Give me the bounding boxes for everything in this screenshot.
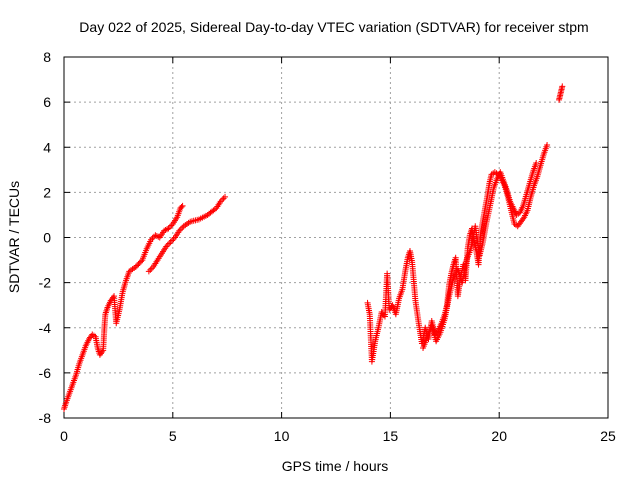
data-point <box>155 233 162 240</box>
data-point <box>220 195 227 202</box>
data-point <box>178 204 185 211</box>
y-axis: -8 -6 -4 -2 0 2 4 6 8 <box>39 49 608 426</box>
x-tick-label: 20 <box>491 428 507 444</box>
chart-title: Day 022 of 2025, Sidereal Day-to-day VTE… <box>79 19 588 35</box>
data-point <box>145 268 152 275</box>
y-tick-label: -4 <box>39 320 52 336</box>
x-tick-label: 5 <box>169 428 177 444</box>
x-tick-label: 15 <box>383 428 399 444</box>
data-point <box>134 262 141 269</box>
y-tick-label: 0 <box>43 230 51 246</box>
y-tick-label: -8 <box>39 410 52 426</box>
x-tick-label: 10 <box>274 428 290 444</box>
data-point <box>166 240 173 247</box>
data-point <box>147 266 154 273</box>
y-tick-label: 2 <box>43 184 51 200</box>
data-point <box>533 160 540 167</box>
y-axis-label: SDTVAR / TECUs <box>6 181 22 293</box>
data-point <box>222 193 229 200</box>
data-point <box>544 141 551 148</box>
x-tick-label: 0 <box>60 428 68 444</box>
y-tick-label: -2 <box>39 275 52 291</box>
data-point <box>132 263 139 270</box>
data-point <box>559 83 566 90</box>
y-tick-label: 6 <box>43 94 51 110</box>
x-tick-label: 25 <box>600 428 616 444</box>
data-point <box>211 206 218 213</box>
x-axis: 0 5 10 15 20 25 <box>60 57 616 444</box>
data-point <box>138 258 145 265</box>
data-point <box>169 237 176 244</box>
data-point <box>136 259 143 266</box>
y-tick-label: 8 <box>43 49 51 65</box>
x-axis-label: GPS time / hours <box>282 458 389 474</box>
data-point <box>135 261 142 268</box>
data-point <box>167 239 174 246</box>
data-points <box>61 83 566 412</box>
data-point <box>179 224 186 231</box>
grid-lines <box>64 57 608 418</box>
data-point <box>179 202 186 209</box>
y-tick-label: 4 <box>43 139 51 155</box>
y-tick-label: -6 <box>39 365 52 381</box>
